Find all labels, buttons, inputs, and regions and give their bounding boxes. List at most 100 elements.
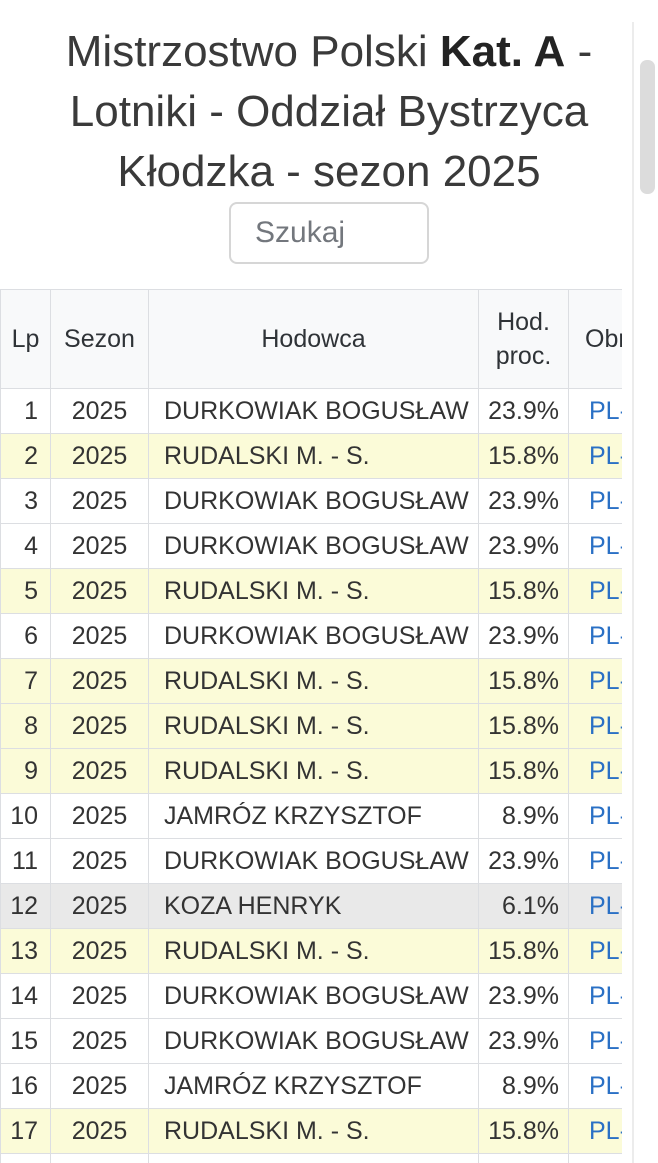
ring-link[interactable]: PL- [589, 756, 622, 785]
page-title-prefix: Mistrzostwo Polski [65, 27, 440, 76]
table-row: 13 2025 RUDALSKI M. - S. 15.8% PL- [0, 928, 622, 974]
cell-lp: 6 [0, 613, 51, 659]
cell-hodowca: RUDALSKI M. - S. [148, 928, 479, 974]
cell-lp: 10 [0, 793, 51, 839]
table-row: 12 2025 KOZA HENRYK 6.1% PL- [0, 883, 622, 929]
cell-sezon: 2025 [50, 1063, 149, 1109]
table-row: 5 2025 RUDALSKI M. - S. 15.8% PL- [0, 568, 622, 614]
cell-hodowca: RUDALSKI M. - S. [148, 748, 479, 794]
ring-link[interactable]: PL- [589, 981, 622, 1010]
cell-ring: PL- [568, 748, 622, 794]
cell-lp: 5 [0, 568, 51, 614]
cell-sezon [50, 1153, 149, 1163]
ring-link[interactable]: PL- [589, 441, 622, 470]
table-row: 4 2025 DURKOWIAK BOGUSŁAW 23.9% PL- [0, 523, 622, 569]
cell-hodowca: DURKOWIAK BOGUSŁAW [148, 478, 479, 524]
cell-sezon: 2025 [50, 433, 149, 479]
cell-proc: 15.8% [478, 703, 569, 749]
ring-link[interactable]: PL- [589, 936, 622, 965]
cell-hodowca: DURKOWIAK BOGUSŁAW [148, 973, 479, 1019]
ring-link[interactable]: PL- [589, 711, 622, 740]
ring-link[interactable]: PL- [589, 486, 622, 515]
cell-lp: 17 [0, 1108, 51, 1154]
table-row: 2 2025 RUDALSKI M. - S. 15.8% PL- [0, 433, 622, 479]
page-title-suffix: - Lotniki - Oddział Bystrzyca Kłodzka - … [69, 27, 593, 196]
cell-proc: 23.9% [478, 478, 569, 524]
cell-proc: 6.1% [478, 883, 569, 929]
ring-link[interactable]: PL- [589, 891, 622, 920]
table-row: 9 2025 RUDALSKI M. - S. 15.8% PL- [0, 748, 622, 794]
col-header-lp[interactable]: Lp [0, 289, 51, 389]
cell-lp [0, 1153, 51, 1163]
cell-ring: PL- [568, 838, 622, 884]
cell-ring: PL- [568, 478, 622, 524]
page: Mistrzostwo Polski Kat. A - Lotniki - Od… [0, 22, 658, 1163]
cell-lp: 2 [0, 433, 51, 479]
ring-link[interactable]: PL- [589, 396, 622, 425]
cell-hodowca: DURKOWIAK BOGUSŁAW [148, 1018, 479, 1064]
table-row: 7 2025 RUDALSKI M. - S. 15.8% PL- [0, 658, 622, 704]
col-header-ring[interactable]: Obr [568, 289, 622, 389]
ring-link[interactable]: PL- [589, 531, 622, 560]
ring-link[interactable]: PL- [589, 801, 622, 830]
cell-lp: 8 [0, 703, 51, 749]
cell-proc: 23.9% [478, 1018, 569, 1064]
cell-proc: 23.9% [478, 613, 569, 659]
cell-ring: PL- [568, 793, 622, 839]
cell-ring: PL- [568, 1108, 622, 1154]
col-header-hodowca[interactable]: Hodowca [148, 289, 479, 389]
cell-hodowca: DURKOWIAK BOGUSŁAW [148, 838, 479, 884]
col-header-proc[interactable]: Hod. proc. [478, 289, 569, 389]
cell-ring: PL- [568, 658, 622, 704]
ring-link[interactable]: PL- [589, 576, 622, 605]
cell-hodowca: RUDALSKI M. - S. [148, 1108, 479, 1154]
cell-ring: PL- [568, 388, 622, 434]
ring-link[interactable]: PL- [589, 621, 622, 650]
table-row: 11 2025 DURKOWIAK BOGUSŁAW 23.9% PL- [0, 838, 622, 884]
table-row: 16 2025 JAMRÓZ KRZYSZTOF 8.9% PL- [0, 1063, 622, 1109]
cell-ring: PL- [568, 433, 622, 479]
results-table-container: Lp Sezon Hodowca Hod. proc. Obr 1 2025 D… [0, 289, 622, 1163]
table-row: 14 2025 DURKOWIAK BOGUSŁAW 23.9% PL- [0, 973, 622, 1019]
cell-lp: 7 [0, 658, 51, 704]
search-input[interactable] [229, 202, 429, 264]
ring-link[interactable]: PL- [589, 1071, 622, 1100]
ring-link[interactable]: PL- [589, 846, 622, 875]
cell-ring: PL- [568, 883, 622, 929]
cell-sezon: 2025 [50, 973, 149, 1019]
col-header-sezon[interactable]: Sezon [50, 289, 149, 389]
page-title-category: Kat. A [439, 27, 566, 76]
cell-lp: 3 [0, 478, 51, 524]
cell-hodowca: JAMRÓZ KRZYSZTOF [148, 793, 479, 839]
cell-ring: PL- [568, 928, 622, 974]
cell-proc: 23.9% [478, 973, 569, 1019]
cell-proc: 23.9% [478, 838, 569, 884]
table-row [0, 1153, 622, 1163]
cell-hodowca: RUDALSKI M. - S. [148, 433, 479, 479]
table-header-row: Lp Sezon Hodowca Hod. proc. Obr [0, 289, 622, 389]
cell-ring: PL- [568, 568, 622, 614]
cell-sezon: 2025 [50, 478, 149, 524]
cell-sezon: 2025 [50, 793, 149, 839]
cell-lp: 15 [0, 1018, 51, 1064]
table-row: 8 2025 RUDALSKI M. - S. 15.8% PL- [0, 703, 622, 749]
table-row: 1 2025 DURKOWIAK BOGUSŁAW 23.9% PL- [0, 388, 622, 434]
cell-proc: 15.8% [478, 568, 569, 614]
cell-ring: PL- [568, 1018, 622, 1064]
cell-sezon: 2025 [50, 928, 149, 974]
cell-proc: 15.8% [478, 433, 569, 479]
cell-proc: 23.9% [478, 523, 569, 569]
cell-sezon: 2025 [50, 658, 149, 704]
cell-lp: 12 [0, 883, 51, 929]
cell-ring [568, 1153, 622, 1163]
ring-link[interactable]: PL- [589, 666, 622, 695]
cell-proc: 15.8% [478, 748, 569, 794]
scrollbar-thumb[interactable] [640, 60, 655, 194]
cell-lp: 9 [0, 748, 51, 794]
cell-proc: 8.9% [478, 793, 569, 839]
ring-link[interactable]: PL- [589, 1026, 622, 1055]
ring-link[interactable]: PL- [589, 1116, 622, 1145]
cell-lp: 16 [0, 1063, 51, 1109]
results-table: Lp Sezon Hodowca Hod. proc. Obr 1 2025 D… [0, 289, 622, 1163]
cell-proc: 15.8% [478, 928, 569, 974]
